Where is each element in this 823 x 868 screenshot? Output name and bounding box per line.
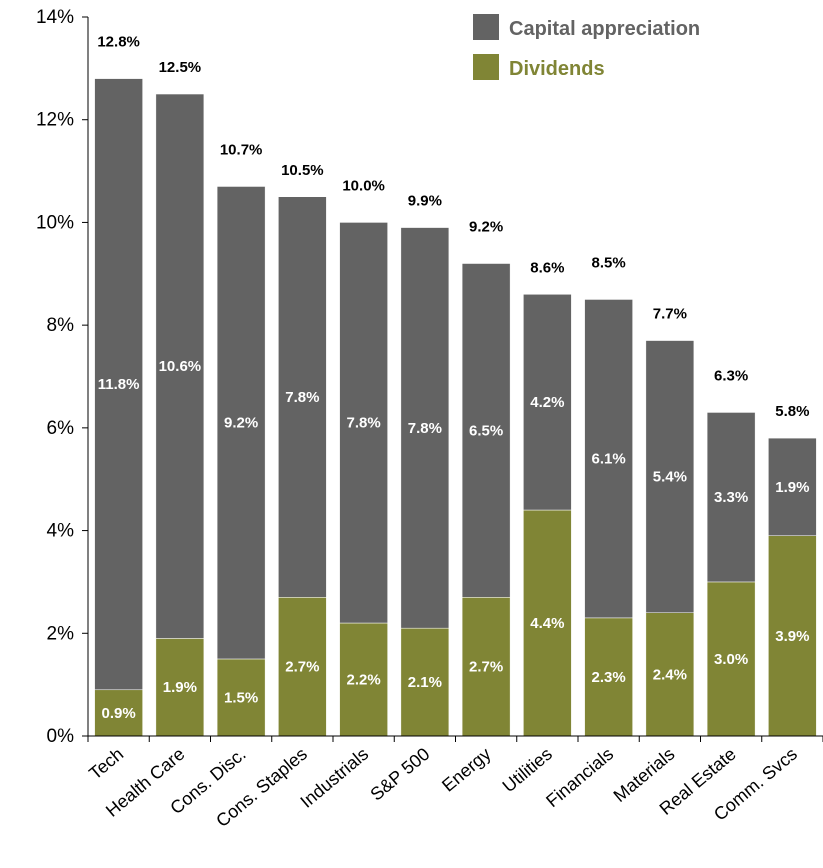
total-value-label: 8.6% [530, 259, 564, 276]
category-label: Financials [542, 744, 617, 811]
y-tick-label: 6% [47, 418, 75, 439]
bar-capital-appreciation [216, 186, 266, 660]
total-value-label: 9.9% [408, 193, 442, 210]
category-label: S&P 500 [366, 744, 433, 805]
capital-appreciation-value-label: 11.8% [98, 376, 140, 393]
total-value-label: 12.5% [159, 59, 202, 76]
dividends-value-label: 1.5% [224, 689, 258, 706]
capital-appreciation-value-label: 7.8% [285, 389, 319, 406]
legend-swatch-capital-appreciation [473, 14, 499, 40]
capital-appreciation-value-label: 5.4% [653, 469, 687, 486]
bar-capital-appreciation [278, 196, 327, 598]
dividends-value-label: 3.0% [714, 651, 748, 668]
total-value-label: 12.8% [97, 34, 140, 51]
dividends-value-label: 1.9% [163, 679, 197, 696]
dividends-value-label: 2.1% [408, 674, 442, 691]
bar-capital-appreciation [584, 299, 633, 619]
capital-appreciation-value-label: 10.6% [159, 358, 202, 375]
total-value-label: 6.3% [714, 367, 748, 384]
total-value-label: 7.7% [653, 306, 687, 323]
y-tick-label: 14% [36, 7, 74, 28]
total-value-label: 5.8% [775, 403, 809, 420]
bar-capital-appreciation [155, 93, 205, 639]
capital-appreciation-value-label: 6.5% [469, 422, 503, 439]
dividends-value-label: 4.4% [530, 615, 564, 632]
dividends-value-label: 2.3% [592, 669, 626, 686]
y-axis: 0% 2% 4% 6% 8% 10% 12% 14% [36, 7, 89, 747]
total-value-label: 9.2% [469, 219, 503, 236]
bar-capital-appreciation [523, 294, 572, 511]
bar-dividends [461, 597, 511, 737]
bar-dividends [584, 617, 633, 737]
category-label: Utilities [499, 744, 556, 797]
y-tick-label: 12% [36, 110, 74, 131]
legend: Capital appreciation Dividends [473, 14, 700, 80]
bar-dividends [645, 612, 695, 737]
bar-capital-appreciation [645, 340, 695, 613]
capital-appreciation-value-label: 4.2% [530, 394, 564, 411]
capital-appreciation-value-label: 3.3% [714, 489, 748, 506]
capital-appreciation-value-label: 1.9% [775, 479, 809, 496]
bar-capital-appreciation [461, 263, 511, 598]
legend-label-dividends: Dividends [509, 58, 605, 80]
total-value-label: 10.7% [220, 141, 263, 158]
bar-dividends [523, 509, 572, 737]
bar-dividends [768, 535, 817, 737]
y-tick-label: 2% [47, 623, 75, 644]
dividends-value-label: 3.9% [775, 628, 809, 645]
capital-appreciation-value-label: 7.8% [347, 415, 381, 432]
dividends-value-label: 2.7% [469, 659, 503, 676]
total-value-label: 10.5% [281, 162, 324, 179]
bar-dividends [339, 622, 388, 737]
capital-appreciation-value-label: 7.8% [408, 420, 442, 437]
category-label: Energy [438, 744, 495, 796]
total-value-label: 10.0% [342, 177, 385, 194]
dividends-value-label: 2.4% [653, 666, 687, 683]
y-tick-label: 0% [47, 726, 75, 747]
bar-capital-appreciation [706, 412, 756, 583]
dividends-value-label: 0.9% [102, 705, 136, 722]
bar-capital-appreciation [400, 227, 450, 629]
y-tick-label: 10% [36, 212, 74, 233]
dividends-value-label: 2.7% [285, 659, 319, 676]
legend-swatch-dividends [473, 54, 499, 80]
bar-dividends [706, 581, 756, 737]
category-label: Tech [85, 744, 127, 784]
bars: 0.9% 11.8% 12.8% 1.9% 10.6% 12.5% 1.5% 9.2% 10.7… [94, 34, 817, 737]
capital-appreciation-value-label: 6.1% [592, 451, 626, 468]
bar-capital-appreciation [94, 78, 143, 691]
bar-dividends [94, 689, 143, 737]
capital-appreciation-value-label: 9.2% [224, 415, 258, 432]
bar-capital-appreciation [339, 222, 388, 624]
y-tick-label: 4% [47, 521, 75, 542]
legend-label-capital-appreciation: Capital appreciation [509, 18, 700, 40]
category-label: Industrials [296, 744, 372, 812]
bar-capital-appreciation [768, 437, 817, 536]
total-value-label: 8.5% [592, 254, 626, 271]
dividends-value-label: 2.2% [347, 672, 381, 689]
y-tick-label: 8% [47, 315, 75, 336]
